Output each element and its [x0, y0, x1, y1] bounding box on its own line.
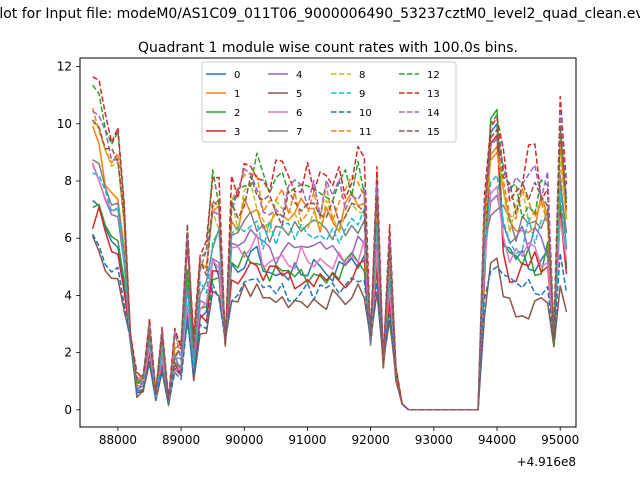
legend-label-0: 0 — [234, 70, 240, 81]
legend-label-2: 2 — [234, 108, 240, 119]
legend-label-4: 4 — [296, 70, 302, 81]
series-line-14 — [92, 110, 568, 411]
y-tick-label: 4 — [64, 288, 72, 302]
series-line-13 — [92, 76, 568, 411]
y-tick-label: 6 — [64, 231, 72, 245]
plot-frame — [79, 57, 577, 428]
y-tick-label: 0 — [64, 403, 72, 417]
series-line-10 — [91, 233, 568, 411]
legend-label-7: 7 — [296, 127, 302, 138]
x-tick-label: 93000 — [415, 433, 453, 447]
legend-label-1: 1 — [234, 89, 240, 100]
x-offset-text: +4.916e8 — [517, 455, 576, 469]
legend-box — [201, 61, 457, 143]
series-line-15 — [92, 119, 568, 411]
suptitle: Plot for Input file: modeM0/AS1C09_011T0… — [0, 6, 640, 22]
x-tick-label: 95000 — [541, 433, 579, 447]
legend-label-3: 3 — [234, 127, 240, 138]
legend-label-8: 8 — [359, 70, 365, 81]
y-axis: 0 2 4 6 8 10 12 — [57, 60, 80, 417]
chart-title: Quadrant 1 module wise count rates with … — [138, 40, 518, 56]
legend-label-11: 11 — [359, 127, 372, 138]
series-layer — [91, 76, 568, 411]
y-tick-label: 2 — [64, 346, 72, 360]
legend-label-12: 12 — [427, 70, 440, 81]
x-tick-label: 89000 — [162, 433, 200, 447]
legend-label-5: 5 — [296, 89, 302, 100]
legend-label-9: 9 — [359, 89, 365, 100]
legend-label-6: 6 — [296, 108, 302, 119]
y-tick-label: 12 — [57, 60, 72, 74]
y-tick-label: 10 — [57, 117, 72, 131]
y-tick-label: 8 — [64, 174, 72, 188]
x-tick-label: 92000 — [352, 433, 390, 447]
x-axis: 88000 89000 90000 91000 92000 93000 94000 95000 — [99, 427, 579, 447]
legend-label-15: 15 — [427, 127, 440, 138]
legend-label-14: 14 — [427, 108, 440, 119]
x-tick-label: 94000 — [478, 433, 516, 447]
x-tick-label: 91000 — [288, 433, 326, 447]
legend-label-10: 10 — [359, 108, 372, 119]
x-tick-label: 88000 — [99, 433, 137, 447]
x-tick-label: 90000 — [225, 433, 263, 447]
legend-label-13: 13 — [427, 89, 440, 100]
